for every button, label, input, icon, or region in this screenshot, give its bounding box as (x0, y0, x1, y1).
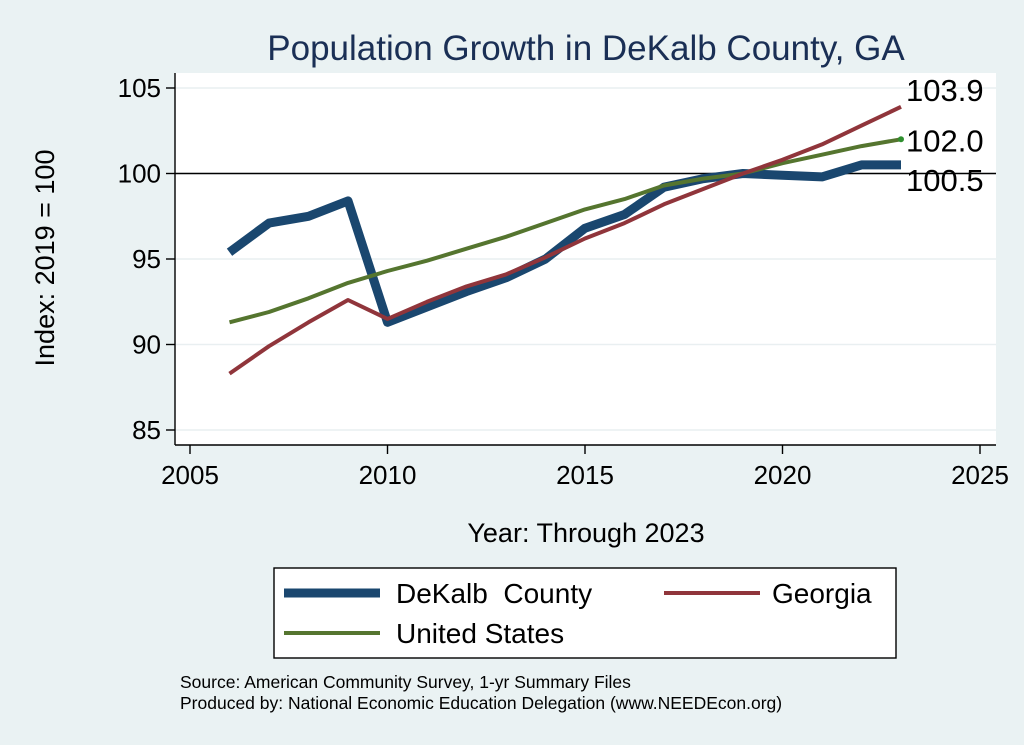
legend-label: DeKalb County (396, 578, 592, 609)
source-line: Source: American Community Survey, 1-yr … (180, 672, 631, 692)
end-labels: 100.5 103.9 102.0 (906, 73, 984, 198)
y-tick-label: 100 (118, 159, 161, 189)
legend: DeKalb County Georgia United States (284, 578, 872, 649)
x-ticks: 2005 2010 2015 2020 2025 (161, 445, 1009, 490)
y-tick-label: 90 (132, 330, 161, 360)
legend-box (273, 567, 897, 659)
end-label-georgia: 103.9 (906, 73, 984, 108)
series-line-united-states (228, 137, 902, 325)
series-line-georgia (228, 104, 902, 376)
x-tick-label: 2015 (556, 460, 614, 490)
series-end-dot (898, 136, 904, 143)
end-label-united-states: 102.0 (906, 123, 984, 158)
y-axis-title: Index: 2019 = 100 (30, 150, 60, 367)
end-label-dekalb-county: 100.5 (906, 163, 984, 198)
x-tick-label: 2020 (754, 460, 812, 490)
y-tick-label: 85 (132, 415, 161, 445)
series-line-dekalb-county (226, 160, 901, 327)
legend-label: Georgia (772, 578, 872, 609)
x-tick-label: 2025 (951, 460, 1009, 490)
chart-title: Population Growth in DeKalb County, GA (267, 29, 905, 68)
x-tick-label: 2005 (161, 460, 219, 490)
y-tick-label: 105 (118, 73, 161, 103)
y-tick-label: 95 (132, 244, 161, 274)
x-axis-title: Year: Through 2023 (467, 518, 704, 548)
produced-by-line: Produced by: National Economic Education… (180, 693, 782, 713)
series-layer (226, 104, 904, 376)
y-ticks: 85 90 95 100 105 (118, 73, 175, 445)
legend-label: United States (396, 618, 564, 649)
x-tick-label: 2010 (359, 460, 417, 490)
